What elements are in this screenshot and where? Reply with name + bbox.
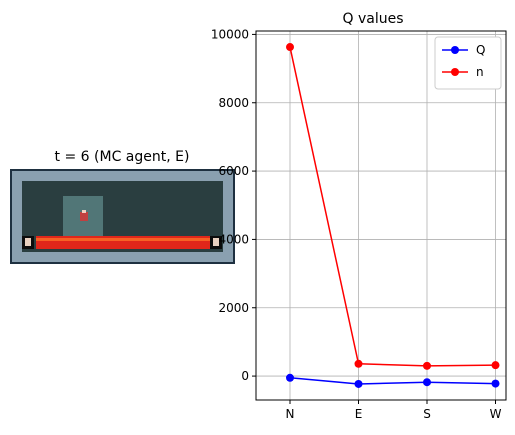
x-tick-label-E: E	[355, 407, 363, 421]
legend: Qn	[434, 36, 502, 90]
x-tick-label-N: N	[286, 407, 295, 421]
agent-head	[82, 210, 86, 213]
point-Q-E	[354, 379, 363, 388]
x-tick-label-W: W	[490, 407, 502, 421]
grid-layer	[256, 31, 506, 400]
agent-sprite	[80, 212, 88, 221]
y-tick-label-2000: 2000	[218, 301, 249, 315]
y-tick-label-0: 0	[241, 369, 249, 383]
lava-strip	[36, 236, 210, 249]
gridworld-title: t = 6 (MC agent, E)	[55, 149, 190, 165]
y-tick-label-4000: 4000	[218, 232, 249, 246]
point-n-S	[423, 361, 431, 370]
gridworld-panel: t = 6 (MC agent, E)	[10, 149, 235, 264]
series-line-Q	[289, 377, 496, 385]
plot-frame	[255, 30, 507, 401]
q-values-chart: Q values 0 2000 4000 6000 8000 10000 N E S W Qn	[211, 11, 507, 421]
point-Q-S	[423, 378, 431, 387]
point-n-N	[286, 43, 294, 52]
point-n-E	[354, 359, 363, 368]
x-tick-label-S: S	[423, 407, 431, 421]
point-n-W	[491, 361, 500, 370]
point-Q-W	[491, 379, 500, 388]
goal-figure-left	[25, 238, 31, 246]
legend-label-Q: Q	[476, 43, 485, 57]
y-axis-ticks: 0 2000 4000 6000 8000 10000	[211, 27, 256, 383]
legend-label-n: n	[476, 65, 484, 79]
lava-glow	[36, 238, 210, 241]
legend-box	[434, 36, 502, 90]
y-tick-label-8000: 8000	[218, 96, 249, 110]
legend-marker-Q	[451, 46, 459, 54]
y-tick-label-6000: 6000	[218, 164, 249, 178]
point-Q-N	[286, 373, 294, 382]
goal-figure-right	[213, 238, 219, 246]
gridworld-image	[10, 169, 235, 264]
series-line-n	[289, 46, 496, 367]
legend-marker-n	[451, 68, 459, 76]
y-tick-label-10000: 10000	[211, 27, 249, 41]
series-layer	[286, 43, 500, 388]
chart-title: Q values	[342, 11, 403, 27]
